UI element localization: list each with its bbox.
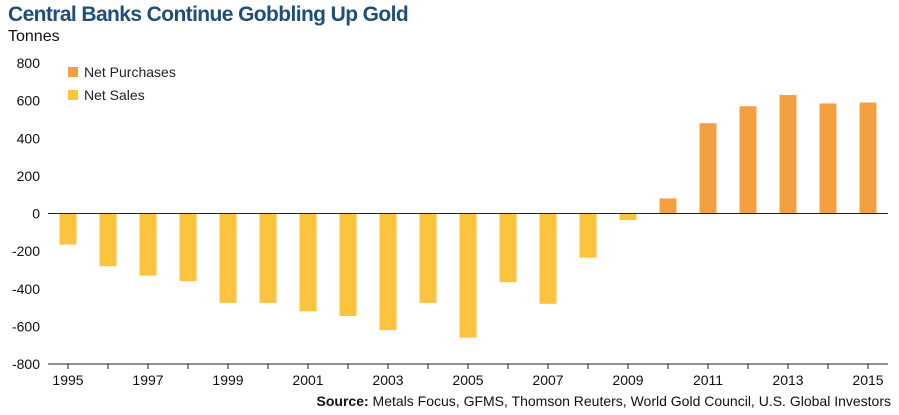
bar <box>779 94 797 214</box>
y-tick-label: -400 <box>12 281 40 297</box>
source-text: Metals Focus, GFMS, Thomson Reuters, Wor… <box>372 393 891 409</box>
bar <box>819 103 837 214</box>
x-axis-ticks: 1995 1997 1999 2001 2003 2005 2007 2009 2011 2013… <box>52 364 884 388</box>
bar <box>379 213 397 331</box>
bar <box>139 213 157 276</box>
bar <box>339 213 357 317</box>
y-tick-label: 0 <box>32 206 40 222</box>
bar <box>699 123 717 214</box>
y-tick-label: -600 <box>12 318 40 334</box>
bar <box>259 213 277 303</box>
y-tick-label: -200 <box>12 243 40 259</box>
x-tick-label: 1997 <box>132 372 163 388</box>
y-tick-label: 400 <box>17 130 41 146</box>
x-tick-label: 2013 <box>772 372 803 388</box>
source-note: Source: Metals Focus, GFMS, Thomson Reut… <box>317 393 891 409</box>
legend-label: Net Sales <box>84 87 145 103</box>
legend-label: Net Purchases <box>84 64 176 80</box>
x-tick-label: 2015 <box>852 372 883 388</box>
bar <box>539 213 557 304</box>
bar <box>619 213 637 221</box>
bar <box>419 213 437 303</box>
x-tick-label: 2007 <box>532 372 563 388</box>
y-axis-unit-label: Tonnes <box>8 28 60 45</box>
y-tick-label: 800 <box>17 55 41 71</box>
chart-title: Central Banks Continue Gobbling Up Gold <box>8 3 409 26</box>
x-tick-label: 2005 <box>452 372 483 388</box>
bar <box>59 213 77 245</box>
bar <box>859 102 877 214</box>
x-tick-label: 2001 <box>292 372 323 388</box>
bar <box>179 213 197 282</box>
y-tick-label: 600 <box>17 93 41 109</box>
bar <box>579 213 597 258</box>
bar <box>739 106 757 214</box>
bar <box>99 213 117 267</box>
bar <box>499 213 517 283</box>
y-tick-label: 200 <box>17 168 41 184</box>
x-tick-label: 1995 <box>52 372 83 388</box>
bar <box>219 213 237 303</box>
y-axis-ticks: 800 600 400 200 0 -200 -400 -600 -800 <box>12 55 40 372</box>
y-tick-label: -800 <box>12 356 40 372</box>
bars-group <box>59 94 877 338</box>
legend-swatch <box>68 67 78 77</box>
bar <box>299 213 317 312</box>
bar <box>659 198 677 214</box>
legend-swatch <box>68 90 78 100</box>
bar <box>459 213 477 338</box>
x-tick-label: 2011 <box>693 372 723 388</box>
source-label: Source: <box>316 393 369 409</box>
x-tick-label: 2003 <box>372 372 403 388</box>
x-tick-label: 1999 <box>212 372 243 388</box>
x-tick-label: 2009 <box>612 372 643 388</box>
legend: Net Purchases Net Sales <box>68 64 176 103</box>
